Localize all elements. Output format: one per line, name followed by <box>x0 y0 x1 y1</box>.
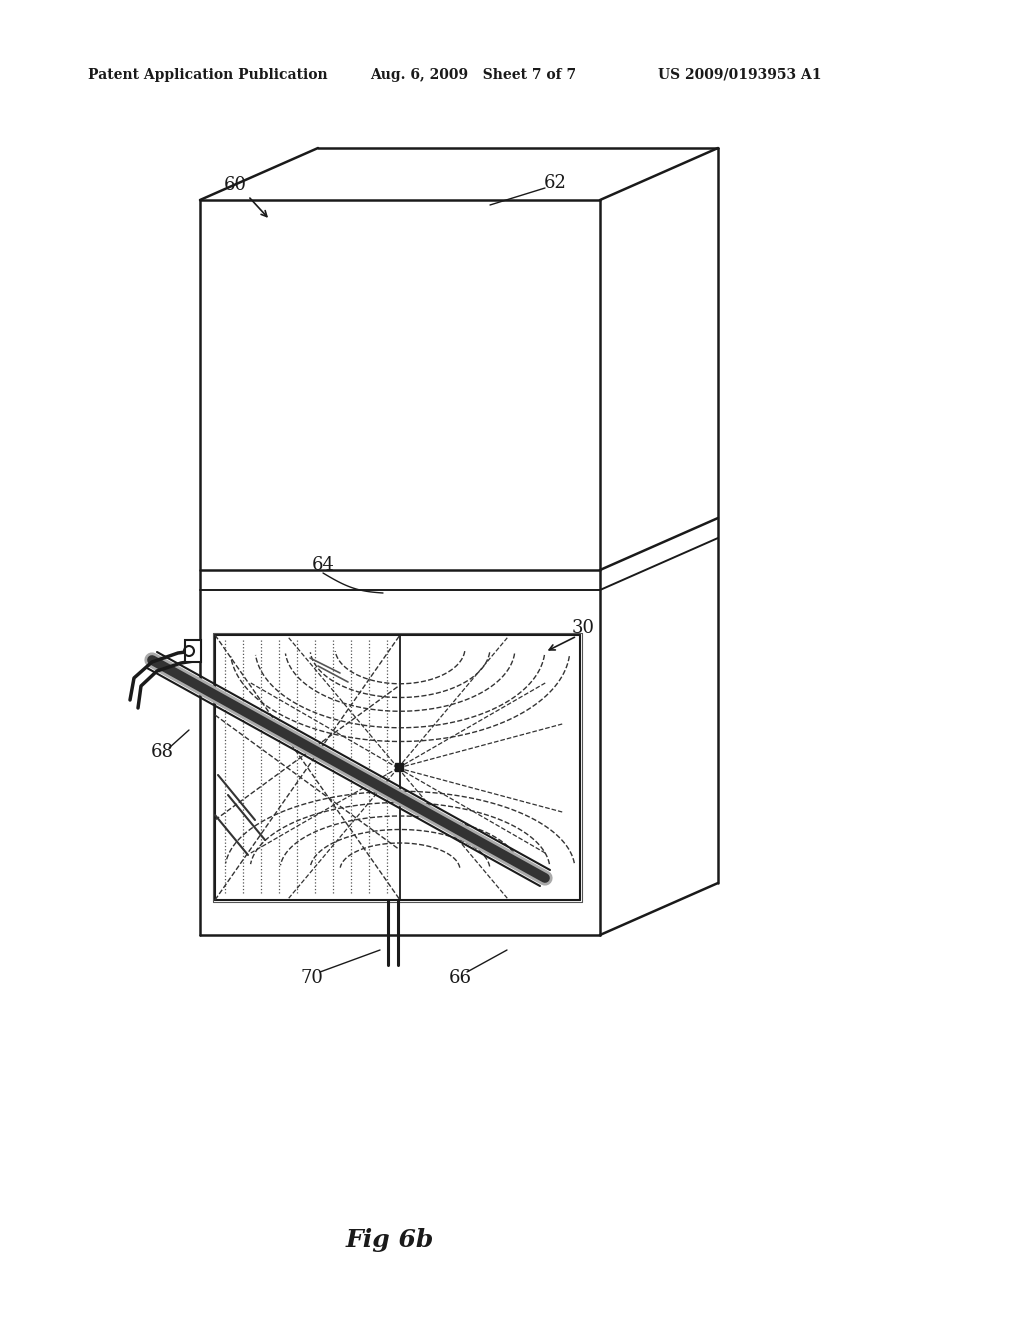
Text: US 2009/0193953 A1: US 2009/0193953 A1 <box>658 69 821 82</box>
Bar <box>395 763 403 771</box>
Text: Patent Application Publication: Patent Application Publication <box>88 69 328 82</box>
Text: 60: 60 <box>223 176 247 194</box>
Text: 70: 70 <box>301 969 324 987</box>
Text: 30: 30 <box>571 619 595 638</box>
FancyBboxPatch shape <box>185 640 201 663</box>
Text: 62: 62 <box>544 174 566 191</box>
Text: Fig 6b: Fig 6b <box>346 1228 434 1251</box>
Text: 68: 68 <box>151 743 173 762</box>
Text: 64: 64 <box>311 556 335 574</box>
Text: 66: 66 <box>449 969 471 987</box>
Text: Aug. 6, 2009   Sheet 7 of 7: Aug. 6, 2009 Sheet 7 of 7 <box>370 69 577 82</box>
